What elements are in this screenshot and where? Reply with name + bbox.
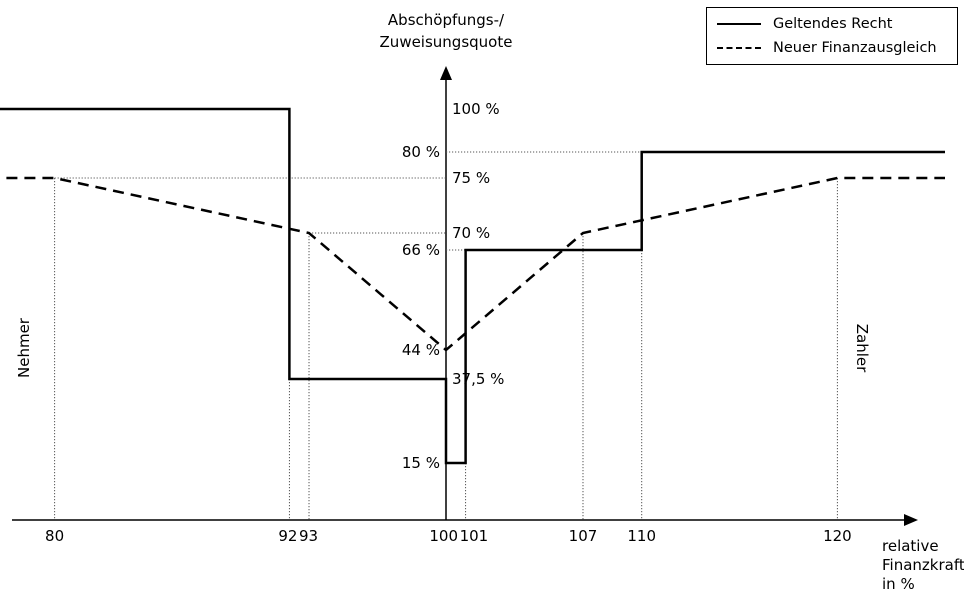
guide-lines — [54, 151, 838, 520]
y-tick-label-15: 15 % — [402, 454, 440, 472]
x-tick-label-93: 93 — [299, 527, 318, 545]
x-tick-label-107: 107 — [569, 527, 598, 545]
x-tick-label-80: 80 — [45, 527, 64, 545]
legend-item-geltendes-recht: Geltendes Recht — [717, 13, 892, 35]
legend-item-neuer-finanzausgleich: Neuer Finanzausgleich — [717, 37, 937, 59]
x-tick-label-92: 92 — [278, 527, 297, 545]
legend: Geltendes Recht Neuer Finanzausgleich — [706, 7, 958, 65]
x-axis-title-line2: Finanzkraft — [882, 556, 964, 574]
y-tick-label-70: 70 % — [452, 224, 490, 242]
y-tick-label-75: 75 % — [452, 169, 490, 187]
y-axis-title-line2: Zuweisungsquote — [380, 33, 513, 51]
y-tick-labels: 100 % 80 % 75 % 70 % 66 % 44 % 37,5 % 15 % — [402, 100, 505, 472]
x-axis-title-line1: relative — [882, 537, 939, 555]
y-axis-title-line1: Abschöpfungs-/ — [388, 11, 505, 29]
y-axis-arrow — [440, 66, 452, 80]
x-tick-label-110: 110 — [627, 527, 656, 545]
legend-solid-swatch — [717, 23, 761, 25]
series-layer — [0, 107, 945, 465]
y-tick-label-100: 100 % — [452, 100, 500, 118]
x-tick-label-100: 100 — [429, 527, 458, 545]
legend-dashed-swatch — [717, 47, 761, 49]
series-line-geltendes-recht — [0, 107, 945, 465]
x-axis-title-line3: in % — [882, 575, 915, 591]
y-tick-label-80: 80 % — [402, 143, 440, 161]
x-ticks: 80 92 93 100 101 107 110 120 — [45, 527, 852, 545]
series-line-neuer-finanzausgleich — [0, 176, 945, 352]
nehmer-label: Nehmer — [15, 317, 33, 378]
y-tick-label-44: 44 % — [402, 341, 440, 359]
legend-label-neuer-finanzausgleich: Neuer Finanzausgleich — [773, 40, 937, 56]
zahler-label: Zahler — [853, 324, 871, 373]
x-tick-label-120: 120 — [823, 527, 852, 545]
x-tick-label-101: 101 — [460, 527, 489, 545]
x-axis-arrow — [904, 514, 918, 526]
y-tick-label-375: 37,5 % — [452, 370, 504, 388]
y-tick-label-66: 66 % — [402, 241, 440, 259]
legend-label-geltendes-recht: Geltendes Recht — [773, 16, 893, 32]
